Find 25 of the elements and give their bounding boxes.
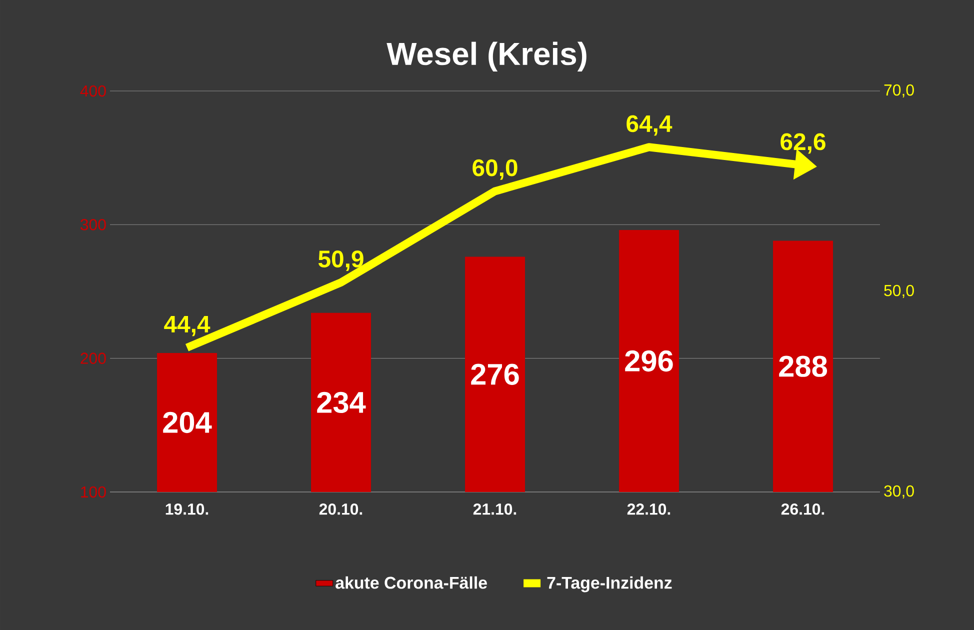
x-tick-label: 20.10.: [319, 504, 362, 515]
y2-tick-label: 50,0: [884, 284, 914, 298]
y-tick-label: 100: [81, 486, 106, 498]
x-tick-label: 22.10.: [627, 504, 670, 515]
data-label: 234: [317, 392, 366, 414]
data-label: 60,0: [472, 159, 518, 180]
data-label: 296: [625, 350, 673, 372]
data-label: 44,4: [164, 316, 210, 336]
y-tick-label: 200: [80, 352, 106, 364]
legend-label: 7-Tage-Inzidenz: [547, 576, 672, 592]
x-tick-label: 21.10.: [473, 504, 516, 515]
y2-tick-label: 30,0: [884, 485, 914, 499]
data-label: 62,6: [780, 133, 826, 154]
data-label: 276: [471, 364, 519, 385]
data-label: 288: [779, 356, 828, 377]
y-tick-label: 300: [80, 219, 106, 230]
legend-label: akute Corona-Fälle: [336, 576, 487, 589]
y2-tick-label: 70,0: [884, 84, 914, 98]
data-label: 50,9: [318, 250, 364, 271]
y-tick-label: 400: [80, 85, 106, 97]
x-tick-label: 19.10.: [166, 504, 208, 515]
chart-title: Wesel (Kreis): [386, 42, 586, 72]
data-label: 204: [163, 412, 212, 434]
x-tick-label: 26.10.: [781, 504, 824, 515]
data-label: 64,4: [626, 115, 672, 136]
